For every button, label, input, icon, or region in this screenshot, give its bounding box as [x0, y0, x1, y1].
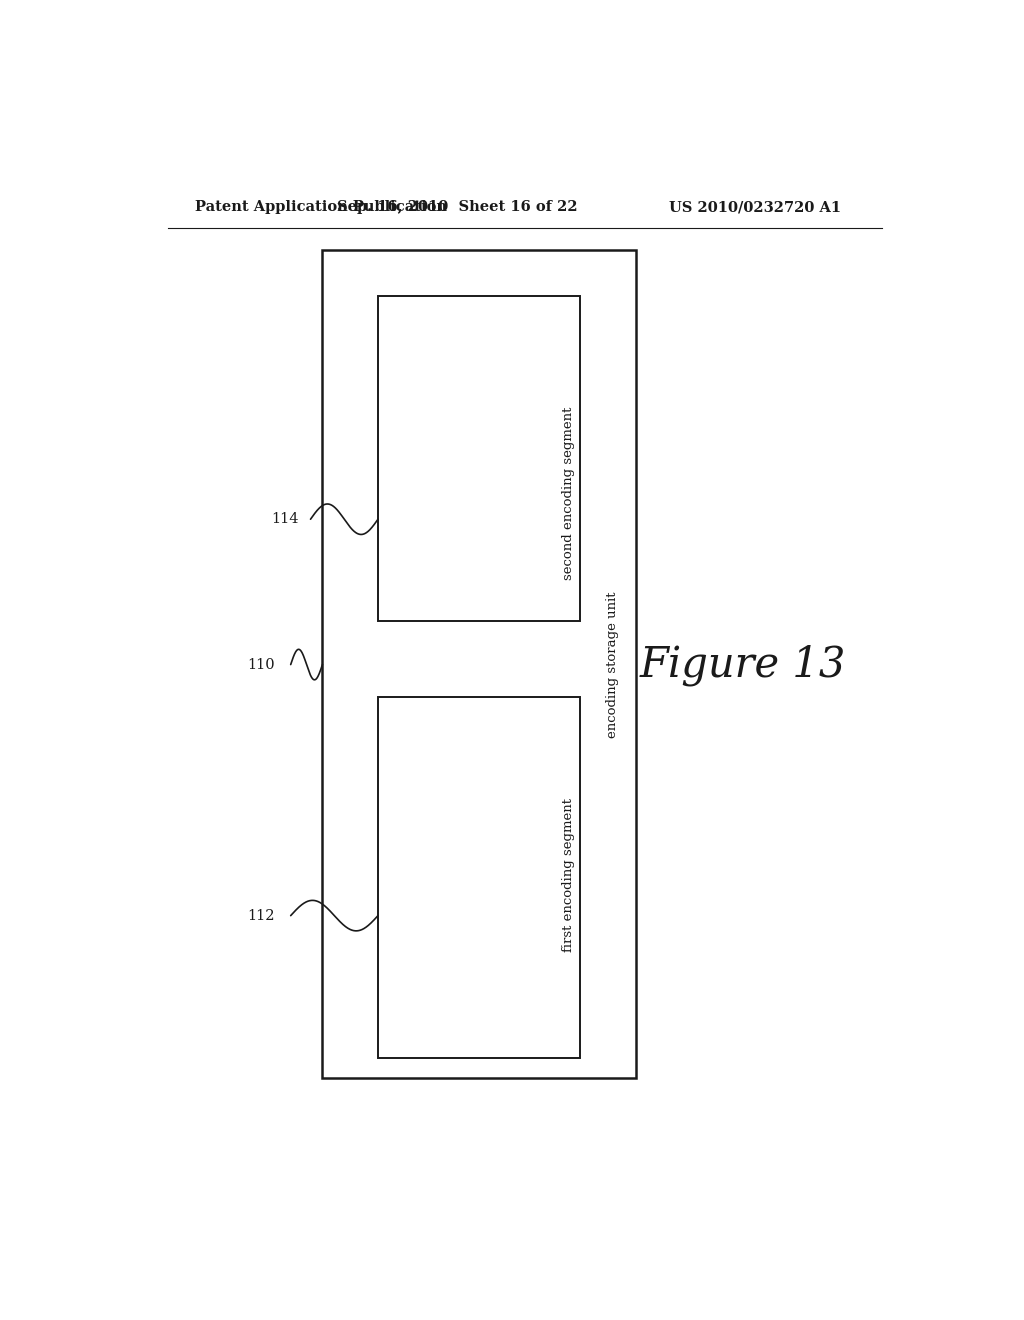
Bar: [323, 249, 636, 1078]
Text: 112: 112: [248, 908, 274, 923]
Text: 114: 114: [271, 512, 299, 527]
Bar: [378, 296, 581, 620]
Bar: [378, 697, 581, 1057]
Text: US 2010/0232720 A1: US 2010/0232720 A1: [669, 201, 841, 214]
Text: Figure 13: Figure 13: [640, 644, 846, 685]
Text: Patent Application Publication: Patent Application Publication: [196, 201, 447, 214]
Text: 110: 110: [247, 657, 274, 672]
Text: Sep. 16, 2010  Sheet 16 of 22: Sep. 16, 2010 Sheet 16 of 22: [337, 201, 578, 214]
Text: second encoding segment: second encoding segment: [562, 407, 574, 581]
Text: first encoding segment: first encoding segment: [562, 799, 574, 952]
Text: encoding storage unit: encoding storage unit: [605, 591, 618, 738]
